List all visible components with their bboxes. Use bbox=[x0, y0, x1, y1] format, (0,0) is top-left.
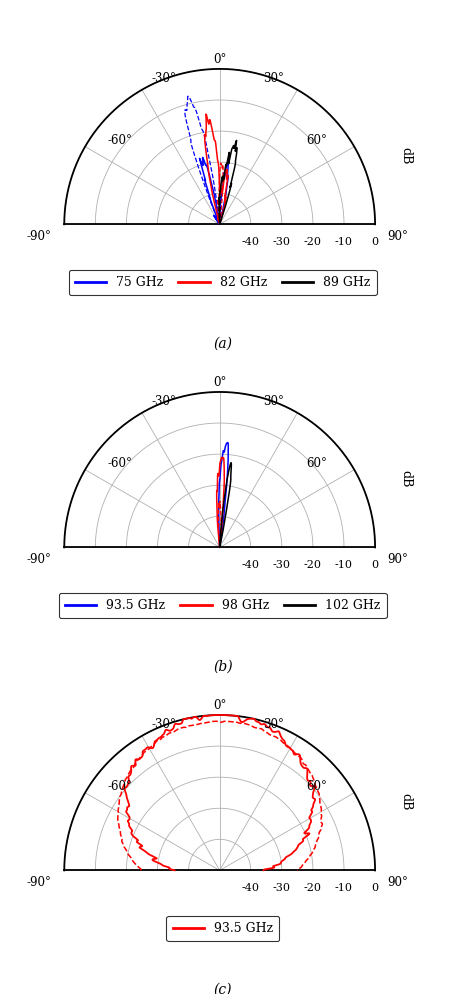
Text: 0: 0 bbox=[372, 883, 379, 893]
Text: (b): (b) bbox=[213, 660, 233, 674]
Text: 30°: 30° bbox=[263, 72, 284, 84]
Text: -30: -30 bbox=[273, 237, 291, 247]
Legend: 75 GHz, 82 GHz, 89 GHz: 75 GHz, 82 GHz, 89 GHz bbox=[69, 269, 377, 295]
Text: -40: -40 bbox=[242, 237, 260, 247]
Text: -90°: -90° bbox=[27, 877, 52, 890]
Text: 0°: 0° bbox=[213, 53, 227, 66]
Text: -30°: -30° bbox=[151, 395, 176, 408]
Text: -90°: -90° bbox=[27, 231, 52, 244]
Text: 90°: 90° bbox=[388, 554, 409, 567]
Text: 0°: 0° bbox=[213, 699, 227, 712]
Text: 90°: 90° bbox=[388, 877, 409, 890]
Text: 0°: 0° bbox=[213, 376, 227, 389]
Text: dB: dB bbox=[400, 147, 413, 165]
Text: 60°: 60° bbox=[307, 780, 328, 793]
Legend: 93.5 GHz, 98 GHz, 102 GHz: 93.5 GHz, 98 GHz, 102 GHz bbox=[59, 592, 387, 618]
Text: -40: -40 bbox=[242, 560, 260, 570]
Legend: 93.5 GHz: 93.5 GHz bbox=[166, 915, 279, 941]
Text: -40: -40 bbox=[242, 883, 260, 893]
Text: -60°: -60° bbox=[108, 134, 133, 147]
Text: dB: dB bbox=[400, 470, 413, 488]
Text: -20: -20 bbox=[304, 560, 322, 570]
Text: -10: -10 bbox=[335, 883, 353, 893]
Text: 90°: 90° bbox=[388, 231, 409, 244]
Text: -60°: -60° bbox=[108, 780, 133, 793]
Text: -20: -20 bbox=[304, 883, 322, 893]
Text: 0: 0 bbox=[372, 560, 379, 570]
Text: -30: -30 bbox=[273, 883, 291, 893]
Text: -30°: -30° bbox=[151, 718, 176, 731]
Text: -10: -10 bbox=[335, 560, 353, 570]
Text: -20: -20 bbox=[304, 237, 322, 247]
Text: 60°: 60° bbox=[307, 134, 328, 147]
Text: -60°: -60° bbox=[108, 457, 133, 470]
Text: -90°: -90° bbox=[27, 554, 52, 567]
Text: (c): (c) bbox=[213, 982, 232, 994]
Text: -10: -10 bbox=[335, 237, 353, 247]
Text: (a): (a) bbox=[213, 336, 232, 351]
Text: -30°: -30° bbox=[151, 72, 176, 84]
Text: 30°: 30° bbox=[263, 395, 284, 408]
Text: -30: -30 bbox=[273, 560, 291, 570]
Text: 0: 0 bbox=[372, 237, 379, 247]
Text: dB: dB bbox=[400, 793, 413, 811]
Text: 30°: 30° bbox=[263, 718, 284, 731]
Text: 60°: 60° bbox=[307, 457, 328, 470]
